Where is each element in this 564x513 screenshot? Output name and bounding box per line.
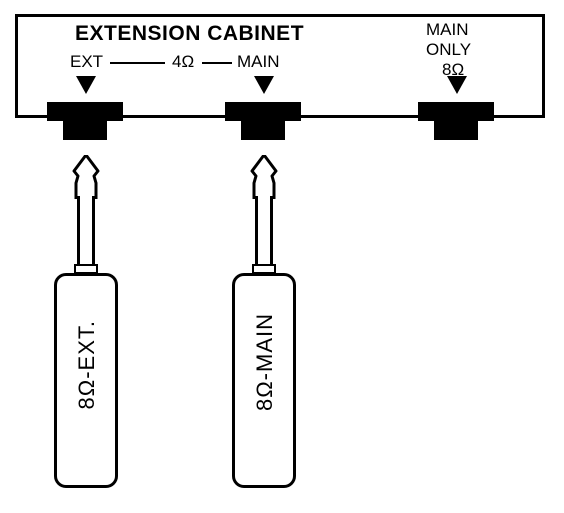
plug-main-tip-icon bbox=[250, 155, 278, 199]
socket-mainonly-notch-r bbox=[478, 121, 494, 140]
plug-main-shaft bbox=[255, 196, 273, 266]
triangle-main4-icon bbox=[254, 76, 274, 94]
socket-ext-notch-l bbox=[47, 121, 63, 140]
label-mainonly-2: ONLY bbox=[426, 40, 471, 60]
panel-title: EXTENSION CABINET bbox=[75, 22, 304, 46]
plug-ext-label: 8Ω-EXT. bbox=[74, 320, 100, 409]
line-ext-to-ohm bbox=[110, 62, 165, 64]
triangle-ext-icon bbox=[76, 76, 96, 94]
socket-mainonly-notch-l bbox=[418, 121, 434, 140]
plug-ext-shaft bbox=[77, 196, 95, 266]
label-ext: EXT bbox=[70, 52, 103, 72]
socket-main4-notch-r bbox=[285, 121, 301, 140]
diagram-root: EXTENSION CABINET EXT 4Ω MAIN MAIN ONLY … bbox=[0, 0, 564, 513]
plug-main-label: 8Ω-MAIN bbox=[252, 313, 278, 411]
plug-ext-tip-icon bbox=[72, 155, 100, 199]
label-main: MAIN bbox=[237, 52, 280, 72]
label-4ohm: 4Ω bbox=[172, 52, 194, 72]
triangle-mainonly-icon bbox=[447, 76, 467, 94]
socket-ext-notch-r bbox=[107, 121, 123, 140]
label-mainonly-1: MAIN bbox=[426, 20, 469, 40]
line-ohm-to-main bbox=[202, 62, 232, 64]
socket-main4-notch-l bbox=[225, 121, 241, 140]
